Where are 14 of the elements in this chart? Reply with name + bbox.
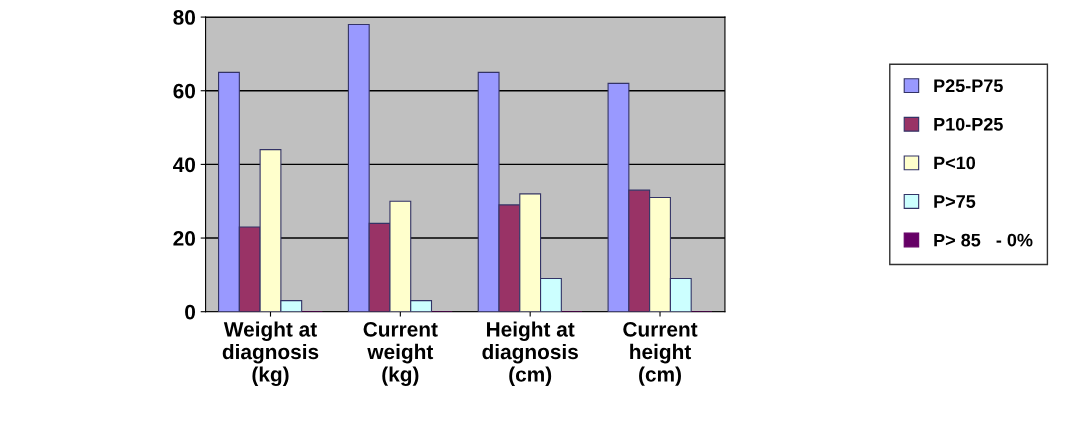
y-tick-label: 0 [185,304,195,320]
legend-label: P10-P25 [934,117,1003,131]
x-tick-label: Weight at diagnosis (kg) [222,321,319,387]
legend-label: P> 85 - 0% [934,233,1033,247]
y-tick-label: 60 [173,83,196,99]
y-tick-label: 80 [173,10,196,25]
x-tick-label: Current height (cm) [623,321,698,386]
legend-label: P<10 [934,156,976,170]
legend-label: P>75 [934,195,976,208]
x-tick-label: Height at diagnosis (cm) [482,321,578,386]
legend-label: P25-P75 [934,79,1003,93]
x-tick-label: Current weight (kg) [363,321,438,386]
y-tick-label: 20 [173,231,196,246]
y-tick-label: 40 [173,157,196,173]
